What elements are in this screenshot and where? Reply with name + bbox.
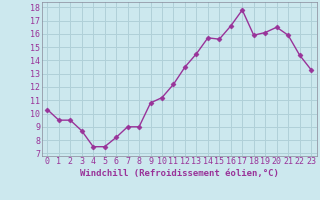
- X-axis label: Windchill (Refroidissement éolien,°C): Windchill (Refroidissement éolien,°C): [80, 169, 279, 178]
